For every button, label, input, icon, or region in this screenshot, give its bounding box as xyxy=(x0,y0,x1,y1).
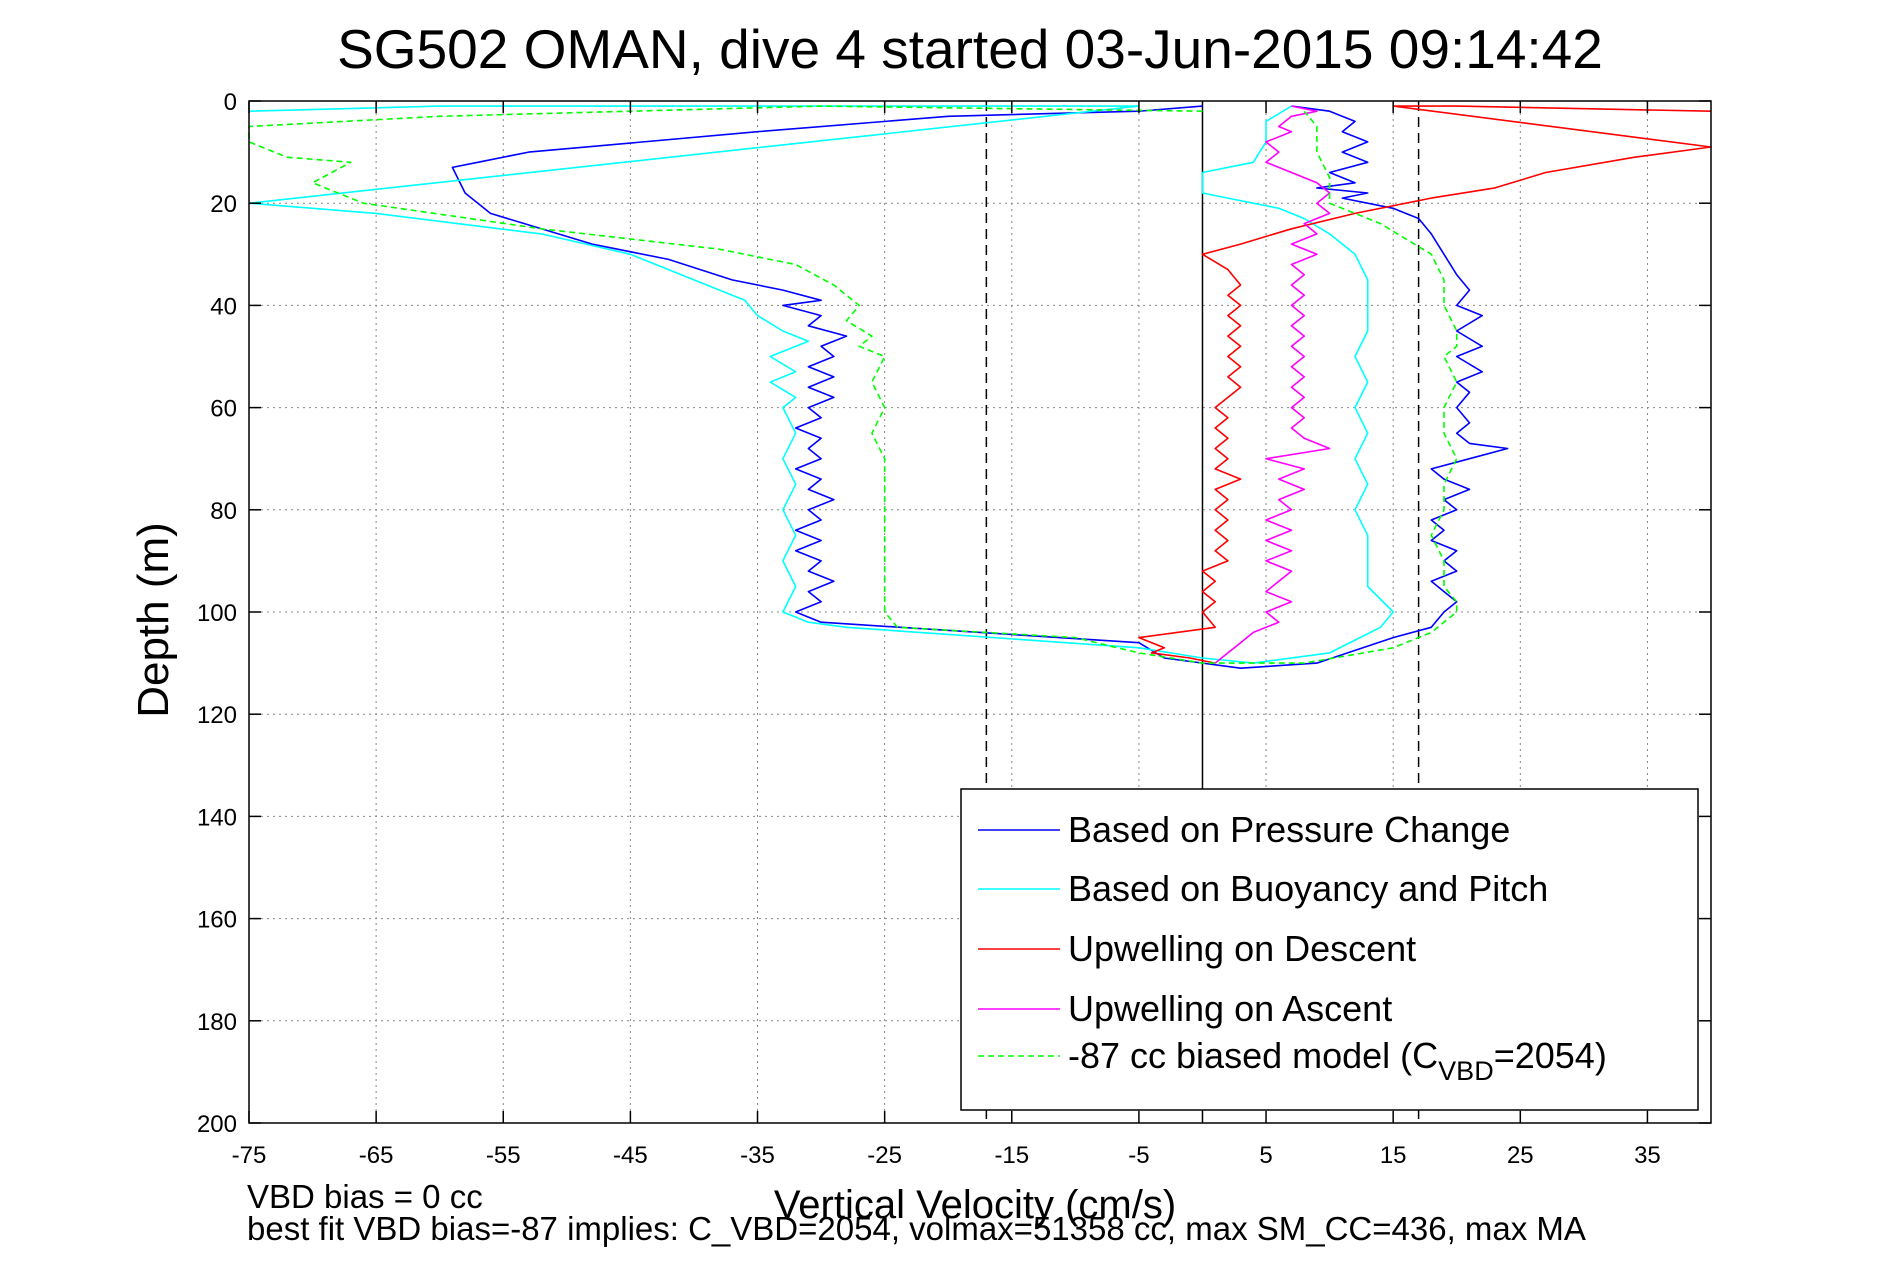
vbd-bias-text: VBD bias = 0 cc xyxy=(247,1178,483,1215)
y-tick-label: 120 xyxy=(197,702,237,729)
series-line-5 xyxy=(248,105,1458,664)
y-tick-label: 140 xyxy=(197,804,237,831)
y-tick-label: 80 xyxy=(210,498,237,525)
legend-entry: Based on Pressure Change xyxy=(1068,809,1510,850)
legend-entry: -87 cc biased model (CVBD=2054) xyxy=(1068,1035,1607,1086)
legend-entry: Upwelling on Ascent xyxy=(1068,988,1392,1029)
y-tick-label: 40 xyxy=(210,293,237,320)
y-tick-label: 200 xyxy=(197,1111,237,1138)
series-line-3 xyxy=(1138,105,1712,664)
legend-entry: Based on Buoyancy and Pitch xyxy=(1068,868,1548,909)
x-tick-label: 15 xyxy=(1380,1142,1407,1169)
x-tick-label: -55 xyxy=(486,1142,521,1169)
x-tick-label: -35 xyxy=(740,1142,775,1169)
y-tick-label: 180 xyxy=(197,1009,237,1036)
x-tick-label: -15 xyxy=(994,1142,1029,1169)
y-tick-label: 60 xyxy=(210,396,237,423)
series-line-1 xyxy=(451,105,1509,670)
x-tick-label: -75 xyxy=(232,1142,267,1169)
series-line-2 xyxy=(248,105,1394,664)
y-tick-label: 100 xyxy=(197,600,237,627)
x-tick-label: 5 xyxy=(1259,1142,1272,1169)
y-tick-label: 160 xyxy=(197,907,237,934)
y-tick-label: 0 xyxy=(224,89,237,116)
best-fit-text: best fit VBD bias=-87 implies: C_VBD=205… xyxy=(247,1210,1586,1247)
x-tick-label: -5 xyxy=(1128,1142,1149,1169)
x-tick-label: -25 xyxy=(867,1142,902,1169)
x-tick-label: 35 xyxy=(1634,1142,1661,1169)
legend-box xyxy=(960,788,1699,1111)
x-axis-label: Vertical Velocity (cm/s) xyxy=(774,1183,1176,1227)
x-tick-label: -45 xyxy=(613,1142,648,1169)
series-line-4 xyxy=(1214,105,1331,664)
legend-entry: Upwelling on Descent xyxy=(1068,928,1416,969)
data-series xyxy=(248,105,1712,670)
legend: Based on Pressure Change Based on Buoyanc… xyxy=(960,788,1699,1111)
y-axis-label: Depth (m) xyxy=(129,522,178,718)
x-tick-label: 25 xyxy=(1507,1142,1534,1169)
y-tick-label: 20 xyxy=(210,191,237,218)
chart-title: SG502 OMAN, dive 4 started 03-Jun-2015 0… xyxy=(337,18,1603,80)
axis-ticks: -75 -65 -55 -45 -35 -25 -15 -5 5 15 25 350204060801… xyxy=(197,89,1711,1169)
x-tick-label: -65 xyxy=(359,1142,394,1169)
